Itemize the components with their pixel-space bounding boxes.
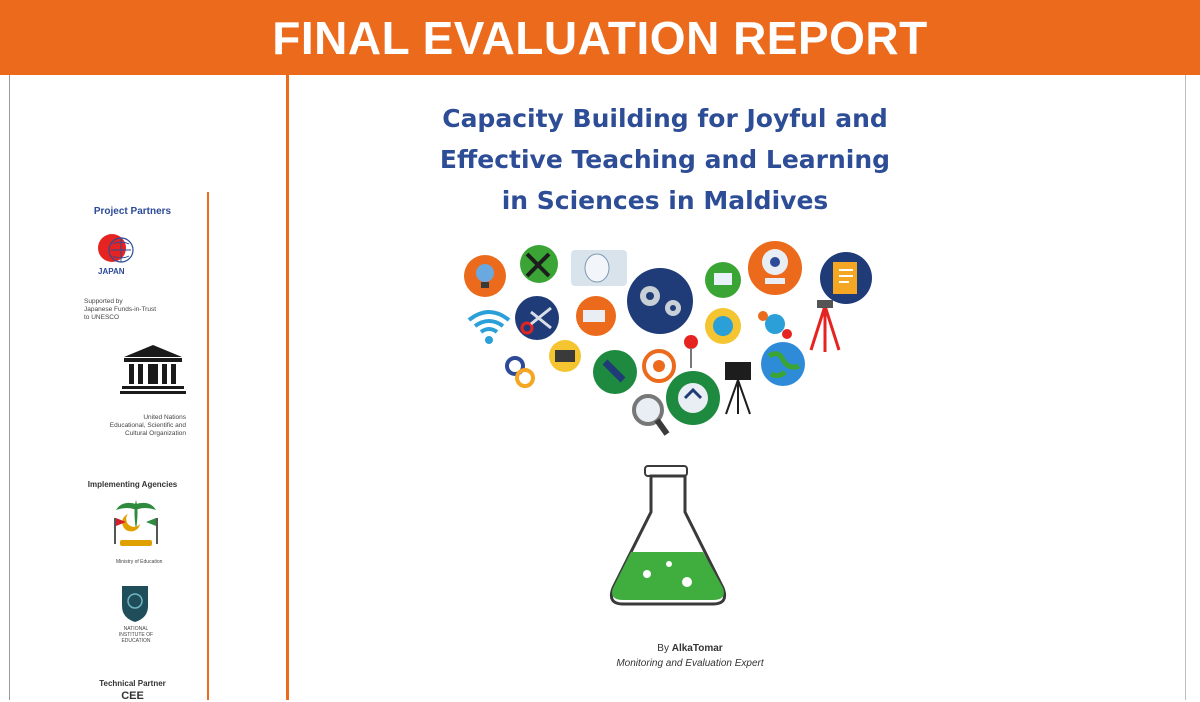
cover-title: Capacity Building for Joyful and Effecti… <box>380 98 950 221</box>
magnifier-icon <box>632 394 670 436</box>
usb-drive-icon <box>705 262 741 298</box>
globe-people-icon <box>705 308 741 344</box>
japan-flag-logo: JAPAN <box>98 234 134 276</box>
technical-partner-name: CEE <box>121 690 144 702</box>
cover-title-line: in Sciences in Maldives <box>501 186 829 215</box>
author-role: Monitoring and Evaluation Expert <box>616 658 764 669</box>
ministry-caption: Ministry of Education <box>116 559 163 565</box>
lightbulb-icon <box>464 255 506 297</box>
cover-title-line: Capacity Building for Joyful and <box>442 104 888 133</box>
earth-icon <box>761 342 805 386</box>
cover-orange-divider <box>286 75 289 700</box>
target-icon <box>642 349 676 383</box>
frame-right-border <box>1185 75 1186 700</box>
projector-icon <box>576 296 616 336</box>
flask-icon <box>609 465 727 606</box>
cover-title-line: Effective Teaching and Learning <box>439 145 891 174</box>
microphone-icon <box>593 350 637 394</box>
author-byline: By AlkaTomar Monitoring and Evaluation E… <box>540 641 840 671</box>
pushpin-icon <box>684 335 698 368</box>
report-banner: FINAL EVALUATION REPORT <box>0 0 1200 75</box>
technical-partner-heading: Technical Partner <box>99 679 166 688</box>
agencies-heading: Implementing Agencies <box>87 480 178 489</box>
tripod-icon <box>809 300 841 352</box>
printer-icon <box>549 340 581 372</box>
tools-icon <box>520 245 558 283</box>
report-title: FINAL EVALUATION REPORT <box>272 11 928 64</box>
by-prefix: By <box>657 643 669 654</box>
unesco-note: United Nations Educational, Scientific a… <box>109 414 186 437</box>
partners-heading: Project Partners <box>93 206 172 217</box>
gears-icon <box>627 268 693 334</box>
maldives-emblem-logo <box>114 500 158 546</box>
notebook-icon <box>820 252 872 304</box>
chain-link-icon <box>505 356 535 388</box>
atom-icon <box>758 311 792 339</box>
computer-mouse-icon <box>571 250 627 286</box>
wifi-icon <box>467 310 511 344</box>
author-name: AlkaTomar <box>671 643 723 654</box>
nie-shield-logo <box>122 586 148 622</box>
unesco-temple-logo <box>120 345 186 394</box>
science-icons-illustration <box>464 241 872 606</box>
sidebar-orange-rule <box>207 192 209 700</box>
japan-note: Supported by Japanese Funds-in-Trust to … <box>84 298 157 321</box>
spotlight-icon <box>725 362 751 415</box>
webcam-icon <box>748 241 802 295</box>
institute-caption: NATIONAL INSTITUTE OF EDUCATION <box>118 626 154 644</box>
frame-left-border <box>9 75 10 700</box>
scissors-icon <box>515 296 559 340</box>
japan-logo-text: JAPAN <box>98 267 125 276</box>
recycle-icon <box>666 371 720 425</box>
